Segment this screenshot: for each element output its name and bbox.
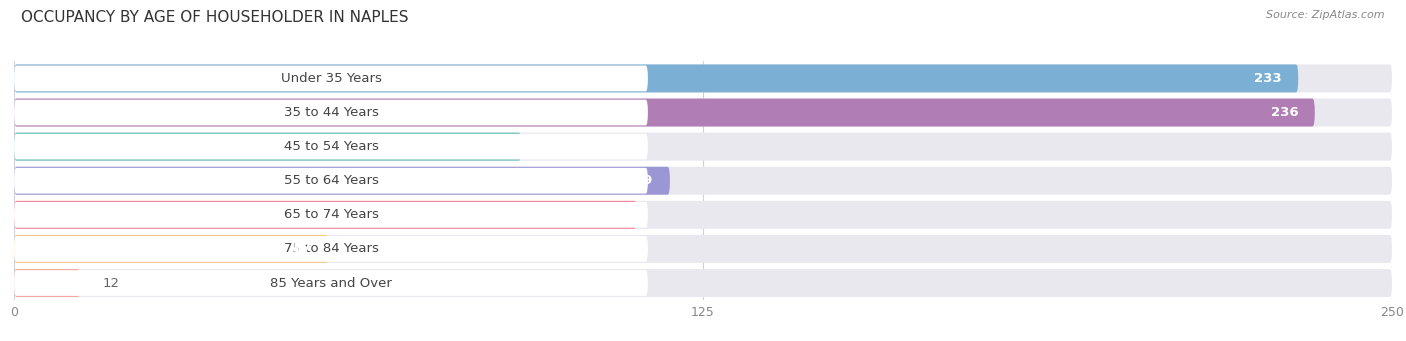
FancyBboxPatch shape — [14, 168, 648, 194]
FancyBboxPatch shape — [14, 64, 1392, 92]
FancyBboxPatch shape — [14, 236, 648, 262]
Text: Under 35 Years: Under 35 Years — [281, 72, 381, 85]
Text: 85 Years and Over: 85 Years and Over — [270, 277, 392, 290]
Text: 12: 12 — [103, 277, 120, 290]
Text: Source: ZipAtlas.com: Source: ZipAtlas.com — [1267, 10, 1385, 20]
FancyBboxPatch shape — [14, 235, 328, 263]
FancyBboxPatch shape — [14, 133, 522, 161]
FancyBboxPatch shape — [14, 65, 648, 91]
FancyBboxPatch shape — [14, 270, 648, 296]
Text: 35 to 44 Years: 35 to 44 Years — [284, 106, 378, 119]
FancyBboxPatch shape — [14, 201, 1392, 229]
FancyBboxPatch shape — [14, 99, 1392, 127]
FancyBboxPatch shape — [14, 100, 648, 125]
FancyBboxPatch shape — [14, 64, 1298, 92]
Text: 45 to 54 Years: 45 to 54 Years — [284, 140, 378, 153]
Text: 55 to 64 Years: 55 to 64 Years — [284, 174, 378, 187]
FancyBboxPatch shape — [14, 269, 1392, 297]
Text: 119: 119 — [626, 174, 654, 187]
FancyBboxPatch shape — [14, 235, 1392, 263]
Text: 236: 236 — [1271, 106, 1298, 119]
FancyBboxPatch shape — [14, 167, 1392, 195]
FancyBboxPatch shape — [14, 201, 637, 229]
FancyBboxPatch shape — [14, 133, 1392, 161]
Text: 65 to 74 Years: 65 to 74 Years — [284, 208, 378, 221]
Text: 113: 113 — [593, 208, 620, 221]
Text: 75 to 84 Years: 75 to 84 Years — [284, 242, 378, 255]
FancyBboxPatch shape — [14, 167, 669, 195]
Text: 57: 57 — [294, 242, 312, 255]
FancyBboxPatch shape — [14, 134, 648, 160]
Text: 92: 92 — [486, 140, 505, 153]
Text: OCCUPANCY BY AGE OF HOUSEHOLDER IN NAPLES: OCCUPANCY BY AGE OF HOUSEHOLDER IN NAPLE… — [21, 10, 409, 25]
Text: 233: 233 — [1254, 72, 1282, 85]
FancyBboxPatch shape — [14, 202, 648, 228]
FancyBboxPatch shape — [14, 99, 1315, 127]
FancyBboxPatch shape — [14, 269, 80, 297]
